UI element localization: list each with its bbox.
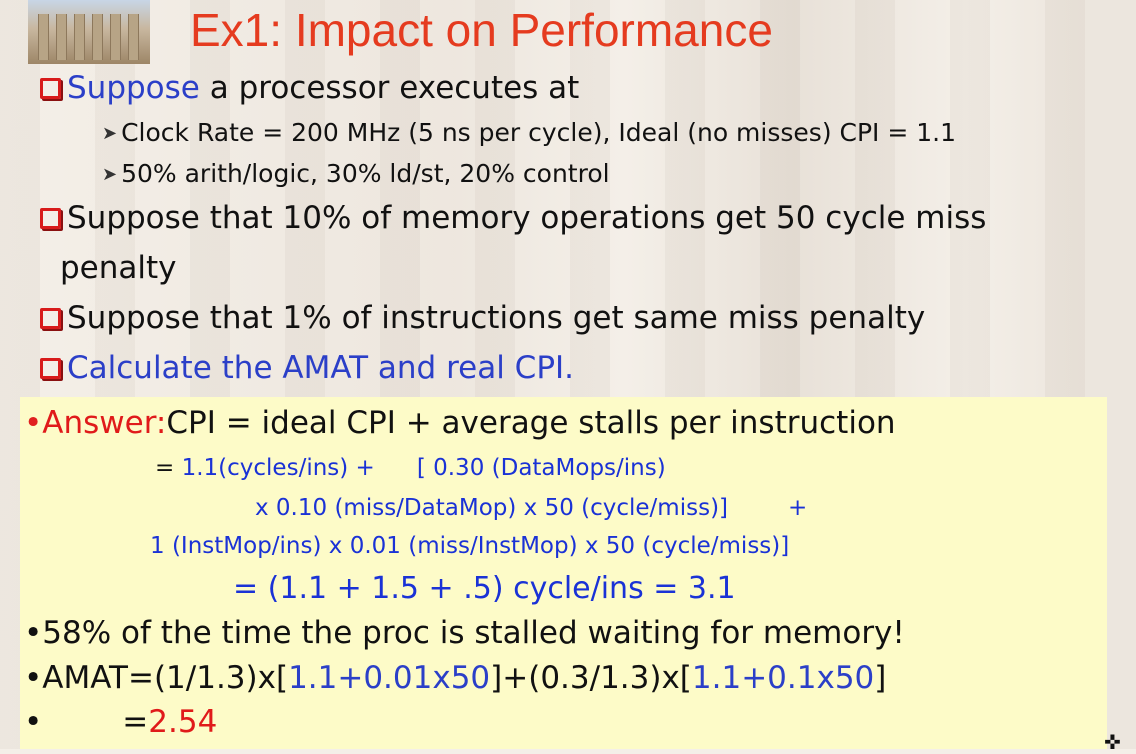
amat-part-5: ] [874,660,887,696]
bullet-memory-ops-cont: penalty [60,250,177,286]
checkbox-bullet-icon [40,78,61,99]
amat-part-1: AMAT=(1/1.3)x[ [42,660,289,696]
checkbox-bullet-icon [40,208,61,229]
bullet-dot: • [24,405,43,441]
slide-corner-mark-icon: ✜ [1104,730,1121,754]
calc-eq: = [155,455,182,481]
calc-line-1: = 1.1(cycles/ins) + [ 0.30 (DataMops/ins) [155,455,666,481]
bullet-instructions: Suppose that 1% of instructions get same… [40,300,925,336]
slide-title: Ex1: Impact on Performance [190,4,773,56]
sub-bullet-instr-mix: ➤ 50% arith/logic, 30% ld/st, 20% control [102,159,610,188]
amat-part-4: 1.1+0.1x50 [691,660,875,696]
bullet-calculate: Calculate the AMAT and real CPI. [40,350,574,386]
bullet-text: Suppose that 10% of memory operations ge… [67,200,987,236]
sub-bullet-clock-rate: ➤ Clock Rate = 200 MHz (5 ns per cycle), … [102,118,956,147]
calc-line-2: x 0.10 (miss/DataMop) x 50 (cycle/miss)]… [255,495,807,521]
answer-formula: CPI = ideal CPI + average stalls per ins… [166,405,896,441]
result-eq: = [122,704,149,740]
result-line: • =2.54 [24,704,218,740]
calc-miss-datamop: x 0.10 (miss/DataMop) x 50 (cycle/miss)] [255,495,729,521]
amat-line: •AMAT=(1/1.3)x[1.1+0.01x50]+(0.3/1.3)x[1… [24,660,887,696]
calc-ideal: 1.1(cycles/ins) + [181,455,375,481]
bullet-suppose-processor: Suppose a processor executes at [40,70,579,106]
arrow-bullet-icon: ➤ [102,123,118,144]
bullet-rest: a processor executes at [199,70,580,106]
sub-bullet-text: Clock Rate = 200 MHz (5 ns per cycle), I… [121,118,957,147]
parthenon-thumbnail [28,0,150,64]
answer-label: Answer: [42,405,167,441]
calc-line-4: = (1.1 + 1.5 + .5) cycle/ins = 3.1 [233,571,736,606]
answer-box: •Answer:CPI = ideal CPI + average stalls… [20,397,1107,749]
bullet-text: Calculate the AMAT and real CPI. [67,350,575,386]
result-value: 2.54 [148,704,218,740]
amat-part-2: 1.1+0.01x50 [288,660,491,696]
calc-line-3: 1 (InstMop/ins) x 0.01 (miss/InstMop) x … [150,533,790,559]
checkbox-bullet-icon [40,308,61,329]
bullet-memory-ops: Suppose that 10% of memory operations ge… [40,200,986,236]
answer-formula-line: •Answer:CPI = ideal CPI + average stalls… [24,405,896,441]
bullet-text: Suppose that 1% of instructions get same… [67,300,926,336]
checkbox-bullet-icon [40,358,61,379]
sub-bullet-text: 50% arith/logic, 30% ld/st, 20% control [121,159,610,188]
stall-note: 58% of the time the proc is stalled wait… [42,615,905,651]
calc-datamops: [ 0.30 (DataMops/ins) [416,455,666,481]
arrow-bullet-icon: ➤ [102,164,118,185]
calc-plus: + [788,495,808,521]
amat-part-3: ]+(0.3/1.3)x[ [490,660,692,696]
stall-note-line: •58% of the time the proc is stalled wai… [24,615,905,651]
bullet-lead: Suppose [67,70,200,106]
